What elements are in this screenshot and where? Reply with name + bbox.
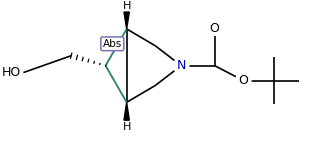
Polygon shape <box>124 102 129 120</box>
Text: H: H <box>123 122 131 132</box>
Circle shape <box>236 73 251 88</box>
Text: O: O <box>210 22 220 35</box>
Text: O: O <box>238 74 248 87</box>
Text: H: H <box>123 1 131 11</box>
Text: Abs: Abs <box>103 39 122 49</box>
Polygon shape <box>124 12 129 29</box>
Text: N: N <box>176 59 186 72</box>
Text: HO: HO <box>1 66 20 79</box>
Circle shape <box>174 58 189 74</box>
